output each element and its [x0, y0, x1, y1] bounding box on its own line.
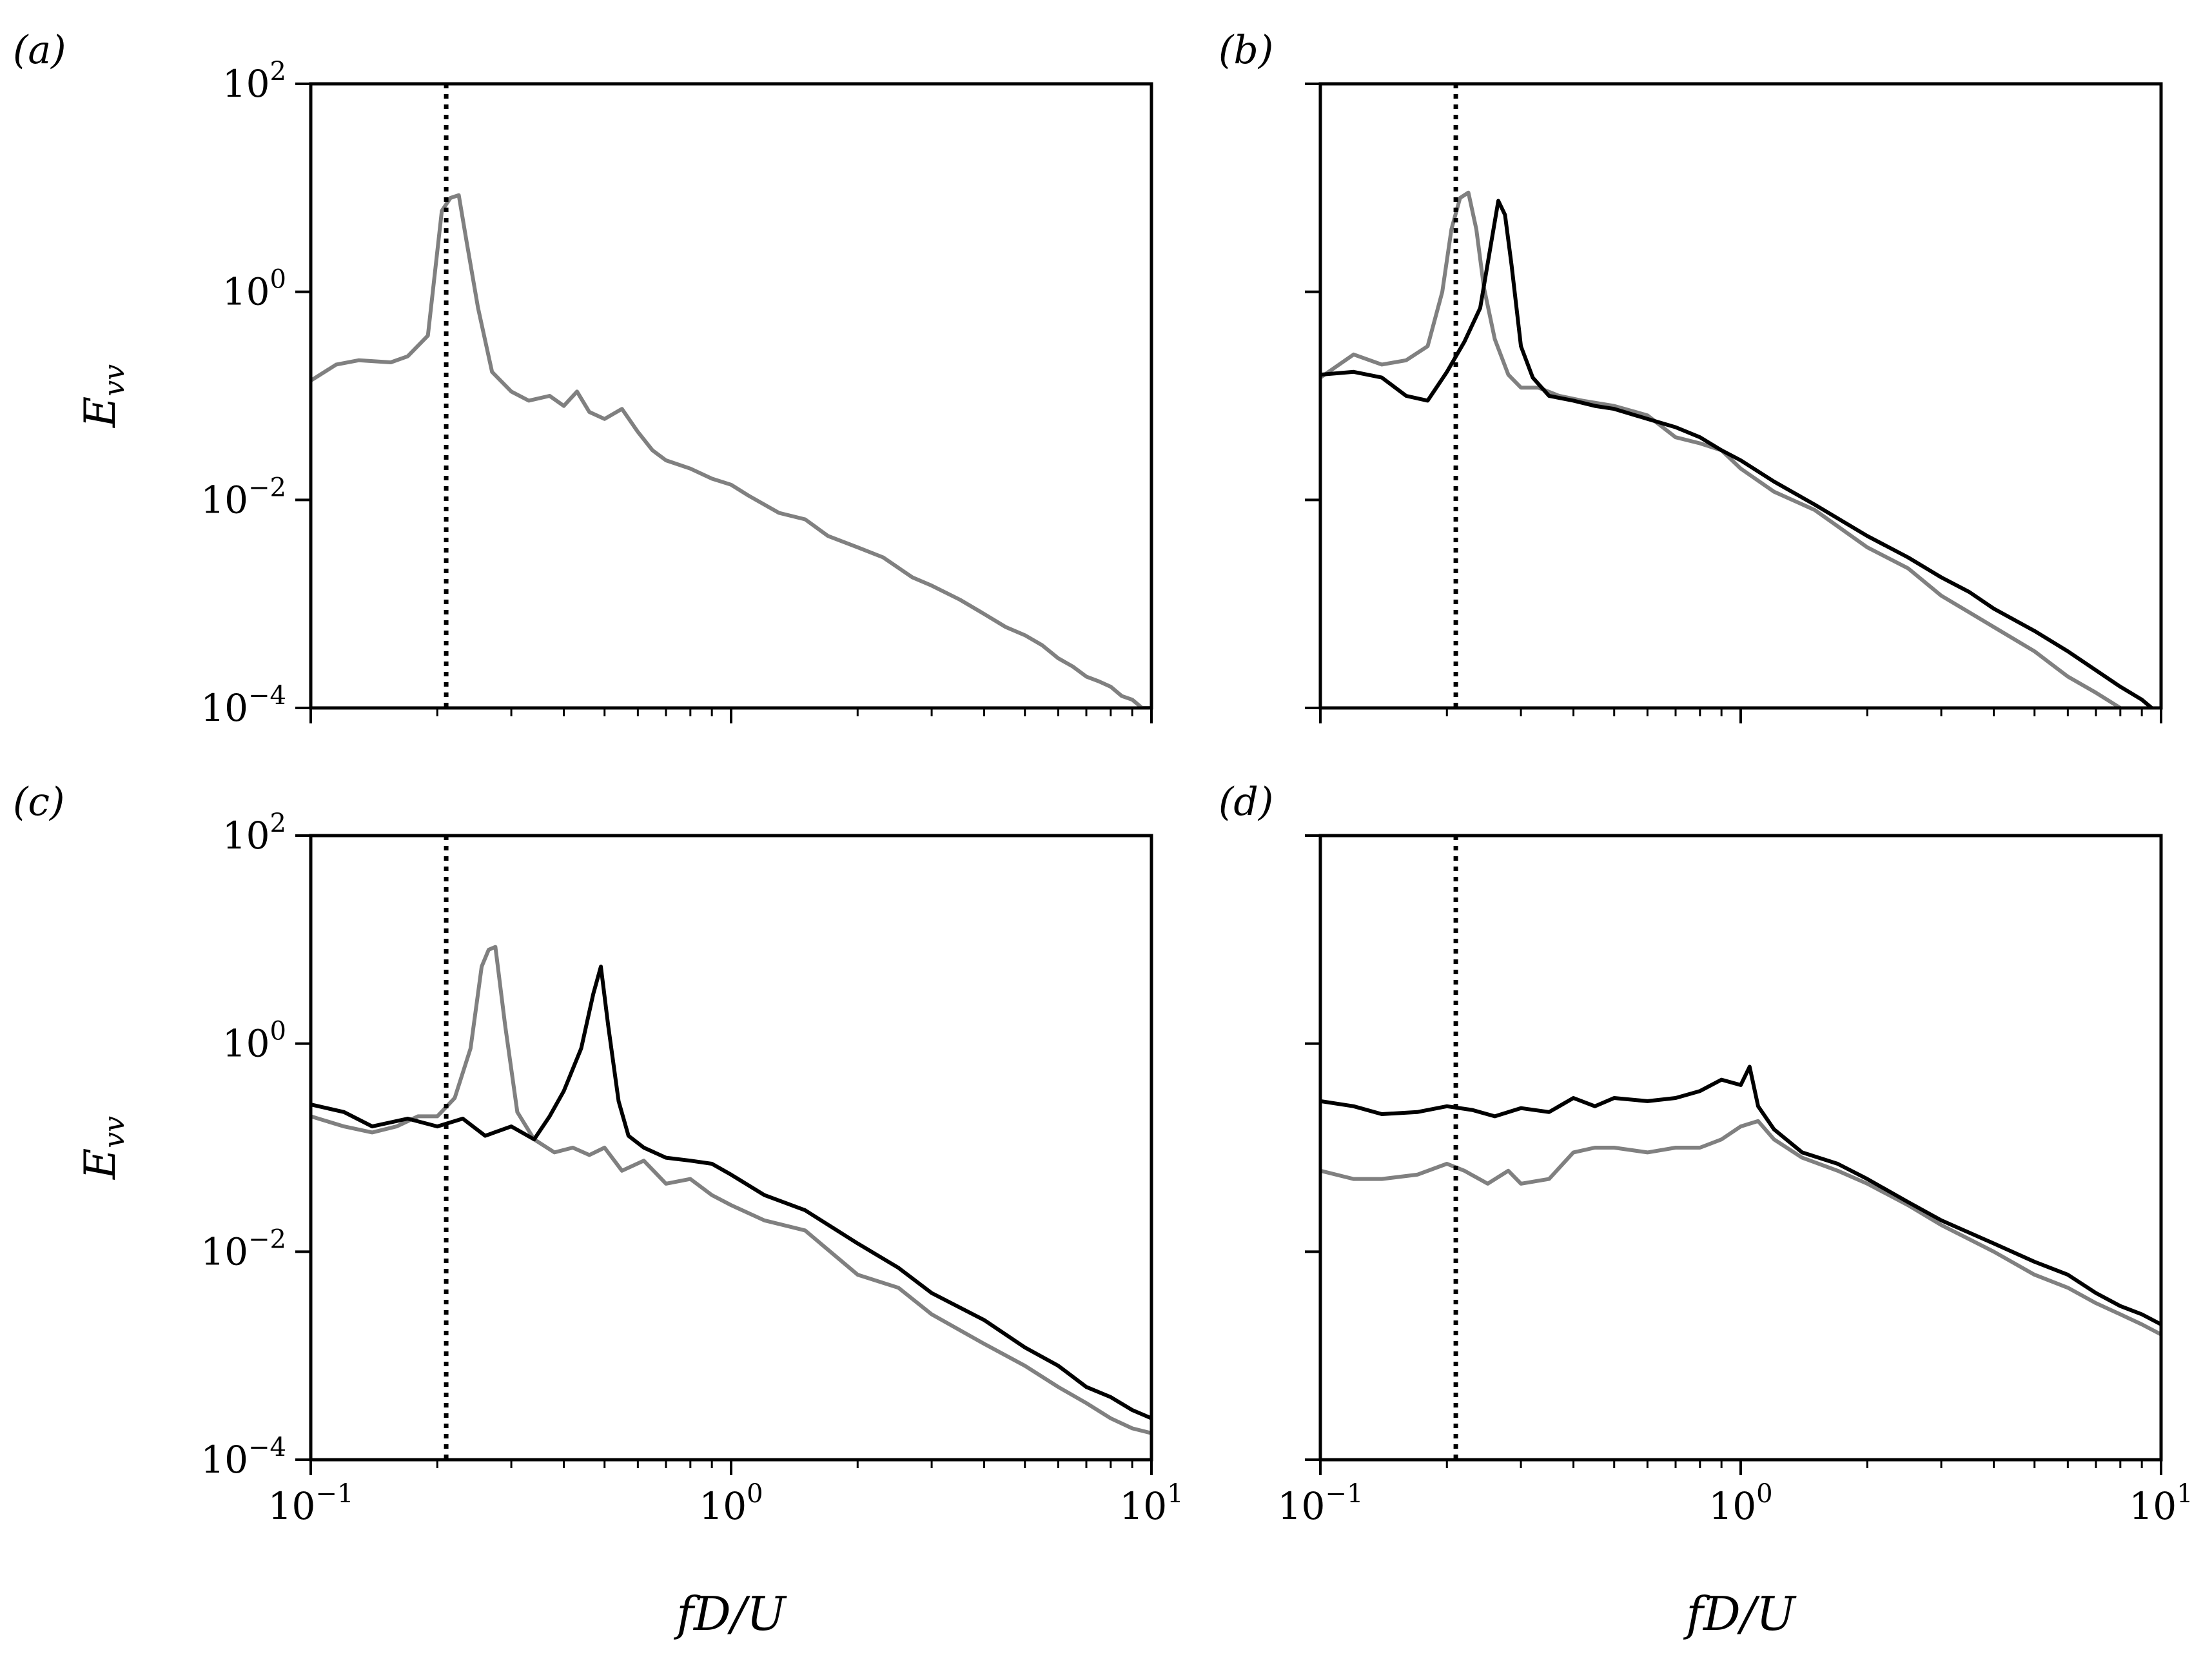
series-group: [1320, 190, 2153, 708]
y-tick-label: 102: [222, 809, 286, 858]
series-group: [1320, 1064, 2161, 1337]
panel-label: (a): [13, 28, 66, 73]
panel-c: 10−1 100 101 10−4 10−2 100 102 (c) Evv fD/U: [13, 779, 1184, 1641]
series-line-gray: [311, 193, 1151, 708]
x-tick-label: 101: [2129, 1479, 2193, 1528]
series-line-gray: [1320, 1119, 2161, 1337]
y-tick-label: 10−2: [201, 1224, 286, 1273]
series-group: [311, 945, 1151, 1435]
x-tick-label: 10−1: [268, 1479, 354, 1528]
panel-a: 10−4 10−2 100 102 (a) Evv: [13, 28, 1153, 730]
panel-label: (b): [1219, 28, 1273, 73]
plot-frame: [1318, 834, 2163, 1462]
x-tick-label: 101: [1119, 1479, 1183, 1528]
panel-b: (b): [1219, 28, 2163, 723]
series-group: [311, 193, 1151, 708]
series-line-black: [1320, 1064, 2161, 1326]
plot-frame: [1318, 82, 2163, 710]
series-line-gray: [311, 945, 1151, 1435]
y-tick-label: 10−4: [201, 681, 286, 730]
panel-label: (c): [13, 779, 64, 825]
panel-d: 10−1 100 101 (d) fD/U: [1219, 779, 2193, 1641]
y-tick-label: 10−4: [201, 1433, 286, 1482]
x-axis-label: fD/U: [673, 1587, 787, 1641]
series-line-black: [311, 965, 1151, 1420]
plot-frame: [309, 82, 1153, 710]
y-tick-label: 100: [222, 1017, 286, 1066]
series-line-black: [1320, 199, 2153, 708]
y-tick-label: 102: [222, 57, 286, 106]
x-axis-label: fD/U: [1683, 1587, 1797, 1641]
y-axis-label: Evv: [75, 364, 131, 428]
y-tick-label: 10−2: [201, 473, 286, 522]
y-tick-label: 100: [222, 265, 286, 314]
x-tick-label: 100: [699, 1479, 763, 1528]
series-line-gray: [1320, 190, 2122, 708]
y-axis-label: Evv: [75, 1116, 131, 1180]
panel-label: (d): [1219, 779, 1273, 825]
x-tick-label: 100: [1708, 1479, 1772, 1528]
x-tick-label: 10−1: [1278, 1479, 1364, 1528]
